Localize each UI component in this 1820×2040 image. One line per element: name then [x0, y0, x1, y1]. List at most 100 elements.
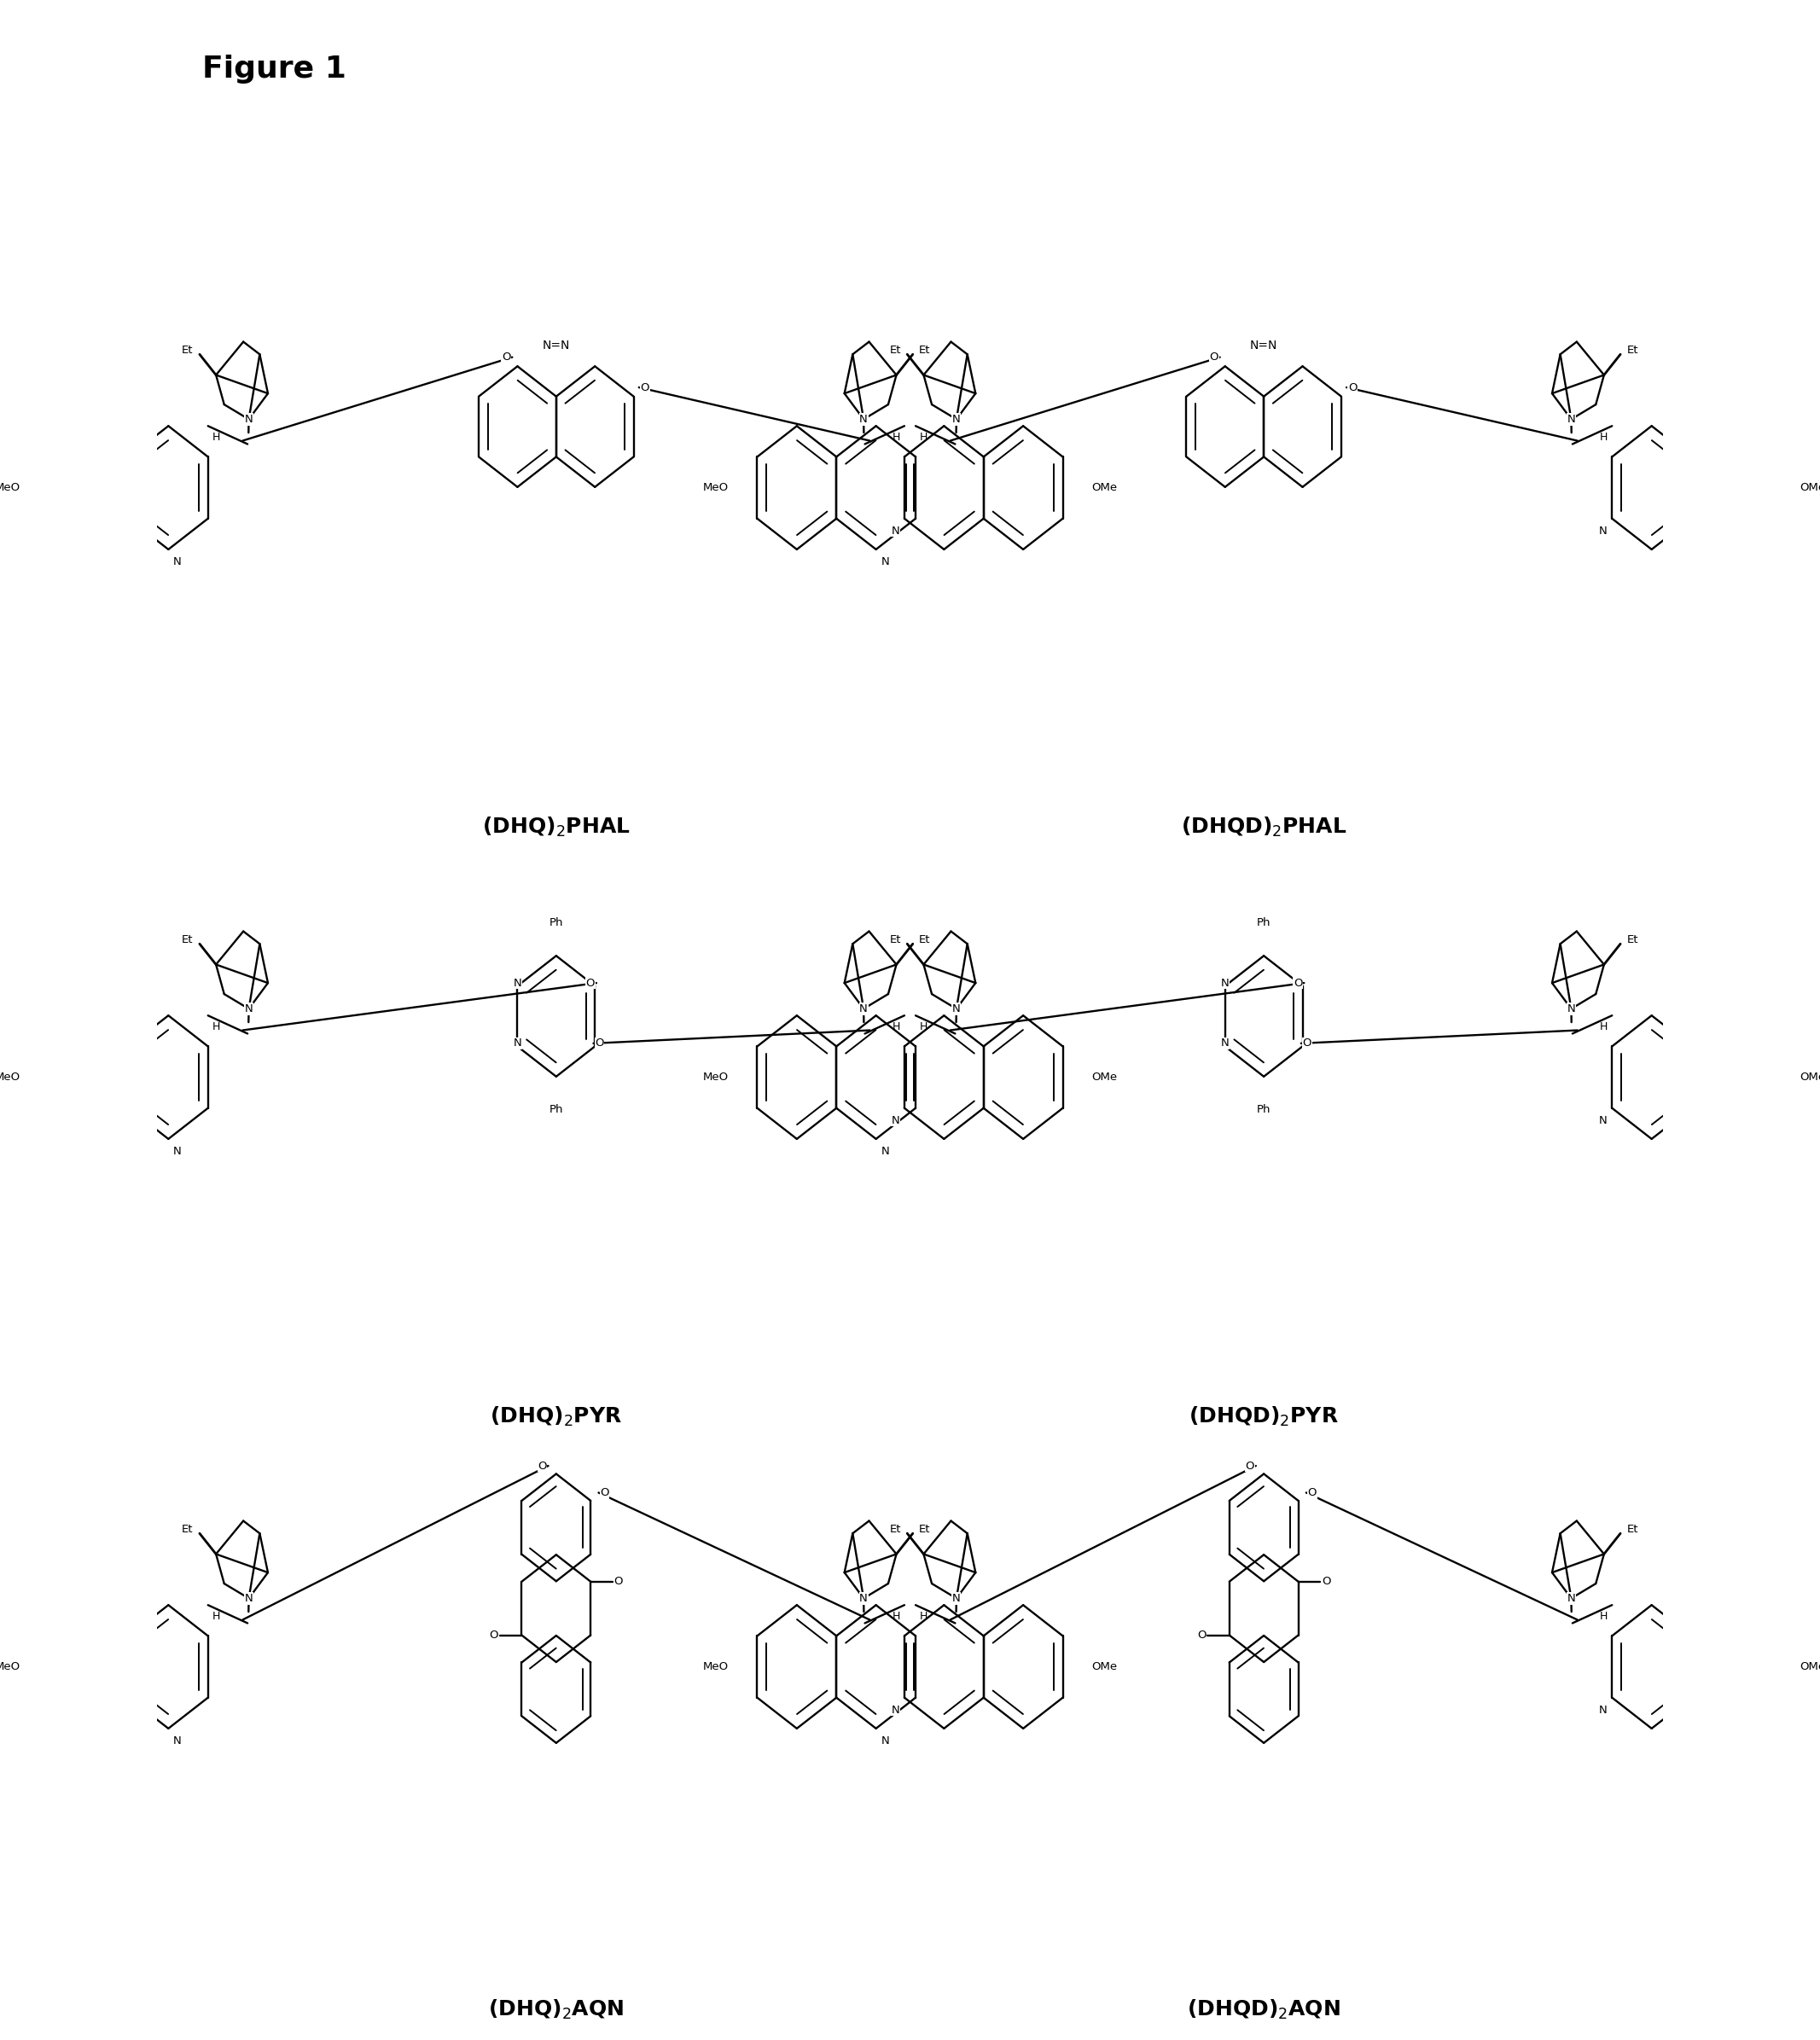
Text: MeO: MeO [0, 1071, 20, 1083]
Text: OMe: OMe [1800, 1071, 1820, 1083]
Text: N: N [244, 414, 253, 424]
Polygon shape [1691, 426, 1771, 549]
Text: H: H [919, 1612, 928, 1622]
Text: (DHQ)$_2$PYR: (DHQ)$_2$PYR [490, 1406, 622, 1428]
Text: OMe: OMe [1092, 1661, 1117, 1673]
Text: N: N [513, 977, 522, 989]
Text: H: H [919, 432, 928, 443]
Text: N=N: N=N [1250, 339, 1278, 351]
Text: O: O [586, 977, 595, 989]
Text: N: N [1221, 1038, 1228, 1049]
Polygon shape [522, 1554, 592, 1663]
Text: Et: Et [1627, 345, 1638, 357]
Text: O: O [1303, 1038, 1312, 1049]
Text: N: N [1221, 977, 1228, 989]
Text: Et: Et [890, 934, 901, 947]
Text: Et: Et [182, 345, 193, 357]
Text: N: N [892, 526, 899, 537]
Text: O: O [1210, 351, 1218, 363]
Text: Figure 1: Figure 1 [202, 55, 346, 84]
Polygon shape [1613, 1605, 1691, 1728]
Polygon shape [837, 426, 915, 549]
Text: Ph: Ph [550, 918, 562, 928]
Text: H: H [892, 432, 901, 443]
Text: Et: Et [890, 345, 901, 357]
Polygon shape [757, 426, 837, 549]
Polygon shape [49, 426, 129, 549]
Text: N: N [881, 557, 890, 567]
Text: Ph: Ph [1258, 918, 1270, 928]
Text: H: H [213, 432, 220, 443]
Text: H: H [1600, 1022, 1607, 1032]
Text: N: N [513, 1038, 522, 1049]
Text: N: N [892, 1116, 899, 1126]
Text: O: O [490, 1630, 499, 1640]
Text: N: N [859, 414, 868, 424]
Text: N: N [1567, 1593, 1576, 1603]
Text: MeO: MeO [703, 481, 728, 494]
Polygon shape [983, 1016, 1063, 1138]
Text: O: O [502, 351, 511, 363]
Text: N: N [952, 1004, 961, 1014]
Text: OMe: OMe [1092, 481, 1117, 494]
Text: O: O [613, 1577, 622, 1587]
Text: OMe: OMe [1800, 1661, 1820, 1673]
Polygon shape [1613, 1016, 1691, 1138]
Polygon shape [1228, 1473, 1298, 1581]
Text: Et: Et [919, 1524, 930, 1536]
Text: O: O [1307, 1487, 1316, 1497]
Polygon shape [522, 1473, 592, 1581]
Polygon shape [905, 1016, 983, 1138]
Text: N: N [881, 1736, 890, 1746]
Polygon shape [837, 1605, 915, 1728]
Text: O: O [1245, 1461, 1254, 1471]
Text: N: N [1598, 1705, 1607, 1716]
Text: N: N [1567, 1004, 1576, 1014]
Polygon shape [1225, 957, 1303, 1077]
Text: H: H [919, 1022, 928, 1032]
Polygon shape [1613, 426, 1691, 549]
Text: OMe: OMe [1800, 481, 1820, 494]
Polygon shape [129, 426, 207, 549]
Polygon shape [557, 367, 633, 488]
Polygon shape [1228, 1636, 1298, 1742]
Text: N: N [244, 1593, 253, 1603]
Text: H: H [213, 1612, 220, 1622]
Text: N: N [952, 1593, 961, 1603]
Text: MeO: MeO [0, 1661, 20, 1673]
Text: (DHQD)$_2$PYR: (DHQD)$_2$PYR [1188, 1406, 1340, 1428]
Text: OMe: OMe [1092, 1071, 1117, 1083]
Text: N: N [952, 414, 961, 424]
Text: Et: Et [919, 345, 930, 357]
Text: O: O [1321, 1577, 1330, 1587]
Polygon shape [837, 1016, 915, 1138]
Polygon shape [1691, 1605, 1771, 1728]
Text: H: H [1600, 1612, 1607, 1622]
Polygon shape [1187, 367, 1263, 488]
Text: (DHQD)$_2$PHAL: (DHQD)$_2$PHAL [1181, 816, 1347, 838]
Text: O: O [1198, 1630, 1207, 1640]
Polygon shape [129, 1016, 207, 1138]
Text: N: N [892, 1705, 899, 1716]
Text: N: N [173, 557, 182, 567]
Text: N=N: N=N [542, 339, 570, 351]
Polygon shape [129, 1605, 207, 1728]
Polygon shape [479, 367, 557, 488]
Polygon shape [905, 426, 983, 549]
Polygon shape [757, 1016, 837, 1138]
Polygon shape [757, 1605, 837, 1728]
Text: Et: Et [182, 934, 193, 947]
Text: Ph: Ph [550, 1104, 562, 1116]
Polygon shape [49, 1605, 129, 1728]
Text: N: N [859, 1004, 868, 1014]
Polygon shape [983, 426, 1063, 549]
Text: Et: Et [1627, 934, 1638, 947]
Text: Ph: Ph [1258, 1104, 1270, 1116]
Text: O: O [641, 381, 650, 394]
Text: N: N [1598, 1116, 1607, 1126]
Text: Et: Et [919, 934, 930, 947]
Text: (DHQ)$_2$AQN: (DHQ)$_2$AQN [488, 1999, 624, 2022]
Text: MeO: MeO [703, 1071, 728, 1083]
Text: H: H [213, 1022, 220, 1032]
Text: MeO: MeO [0, 481, 20, 494]
